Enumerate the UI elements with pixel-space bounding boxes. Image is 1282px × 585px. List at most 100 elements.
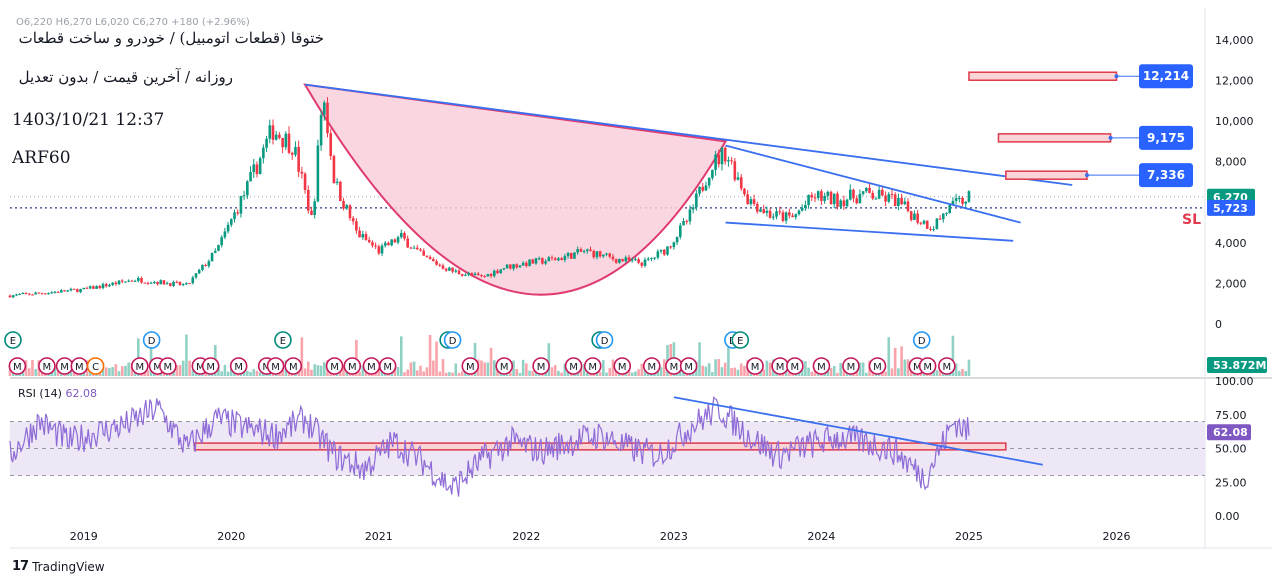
volume-bar: [560, 372, 563, 376]
event-marker-m-icon: [38, 357, 56, 375]
volume-bar: [412, 361, 416, 376]
candle-body: [290, 152, 294, 155]
event-marker-d-icon: [142, 331, 161, 349]
volume-bar: [82, 372, 86, 376]
candle-body: [319, 114, 323, 146]
candle-body: [701, 186, 705, 191]
chart-datetime: 1403/10/21 12:37: [12, 110, 165, 130]
event-marker-symbol: M: [13, 362, 22, 373]
volume-bar: [355, 339, 358, 376]
volume-bar: [127, 362, 130, 376]
candle-body: [534, 258, 538, 264]
candle-body: [935, 218, 939, 229]
volume-bar: [884, 371, 887, 376]
candle-body: [544, 261, 547, 264]
candle-body: [698, 186, 701, 194]
candle-body: [406, 238, 409, 248]
event-marker-d-icon: [595, 331, 614, 349]
volume-bar: [958, 370, 961, 376]
candle-body: [621, 259, 624, 262]
volume-bar: [252, 369, 256, 376]
candle-body: [733, 161, 737, 180]
candle-body: [146, 282, 150, 284]
event-marker-symbol: M: [588, 362, 597, 373]
candle-body: [884, 195, 887, 202]
candle-body: [925, 220, 929, 229]
candle-body: [355, 221, 358, 231]
event-marker-symbol: E: [10, 336, 16, 347]
volume-bar: [133, 371, 137, 376]
event-marker-symbol: M: [647, 362, 656, 373]
candle-body: [669, 246, 672, 248]
volume-bar: [515, 369, 519, 376]
volume-bar: [399, 336, 403, 376]
candle-body: [919, 222, 923, 224]
candle-body: [630, 259, 634, 261]
time-tick-label: 2020: [217, 530, 245, 543]
volume-bar: [34, 369, 37, 376]
event-marker-symbol: M: [271, 362, 280, 373]
event-marker-m-icon: [325, 357, 344, 375]
candle-body: [518, 265, 522, 268]
candle-body: [323, 102, 326, 115]
candle-body: [739, 177, 743, 189]
event-marker-m-icon: [938, 357, 956, 375]
volume-bar: [249, 371, 252, 376]
candle-body: [40, 293, 44, 295]
candle-body: [255, 164, 259, 175]
volume-bar: [361, 365, 365, 376]
volume-bar: [136, 338, 140, 376]
volume-bar: [323, 362, 326, 376]
candle-body: [159, 280, 163, 285]
target-zone: [997, 133, 1112, 143]
candle-body: [967, 191, 971, 202]
event-marker-m-icon: [564, 357, 583, 375]
event-marker-symbol: M: [537, 362, 546, 373]
rsi-value-badge: 62.08: [1213, 426, 1248, 439]
volume-bar: [8, 370, 12, 376]
candle-body: [813, 197, 817, 199]
candle-body: [98, 286, 102, 289]
tradingview-logo[interactable]: 17 TradingView: [12, 559, 105, 574]
event-marker-symbol: D: [918, 336, 926, 347]
volume-bar: [954, 363, 958, 376]
volume-bar: [727, 341, 730, 376]
rsi-legend[interactable]: RSI (14) 62.08: [18, 387, 97, 400]
rsi-tick-label: 25.00: [1215, 476, 1247, 489]
candle-body: [820, 191, 823, 201]
event-marker-symbol: E: [280, 336, 286, 347]
event-marker-symbol: M: [500, 362, 509, 373]
candle-body: [262, 147, 265, 159]
volume-bar: [306, 361, 310, 376]
candle-body: [659, 249, 663, 252]
candle-body: [794, 214, 798, 218]
candle-body: [226, 224, 230, 232]
volume-bar: [602, 360, 605, 376]
price-tick-label: 2,000: [1215, 277, 1247, 290]
event-marker-m-icon: [918, 357, 937, 375]
volume-bar: [403, 372, 406, 376]
volume-bar: [108, 368, 111, 376]
tradingview-icon: 17: [12, 559, 29, 574]
candle-body: [172, 281, 175, 286]
volume-bar: [303, 368, 307, 376]
candle-body: [371, 242, 374, 246]
volume-bar: [528, 370, 531, 376]
candle-body: [557, 258, 560, 261]
candle-body: [743, 188, 746, 195]
volume-bar: [829, 368, 833, 376]
candle-body: [11, 295, 15, 298]
event-marker-symbol: D: [449, 336, 457, 347]
volume-bar: [637, 369, 640, 376]
volume-bar: [711, 372, 714, 376]
candle-body: [335, 181, 339, 184]
volume-bar: [444, 372, 448, 376]
volume-bar: [730, 368, 733, 376]
candle-body: [249, 172, 252, 182]
event-marker-e-icon: [4, 331, 22, 349]
candle-body: [752, 199, 756, 204]
candle-body: [646, 258, 650, 260]
candle-body: [271, 125, 275, 140]
candle-body: [656, 251, 660, 258]
volume-bar: [865, 372, 868, 376]
